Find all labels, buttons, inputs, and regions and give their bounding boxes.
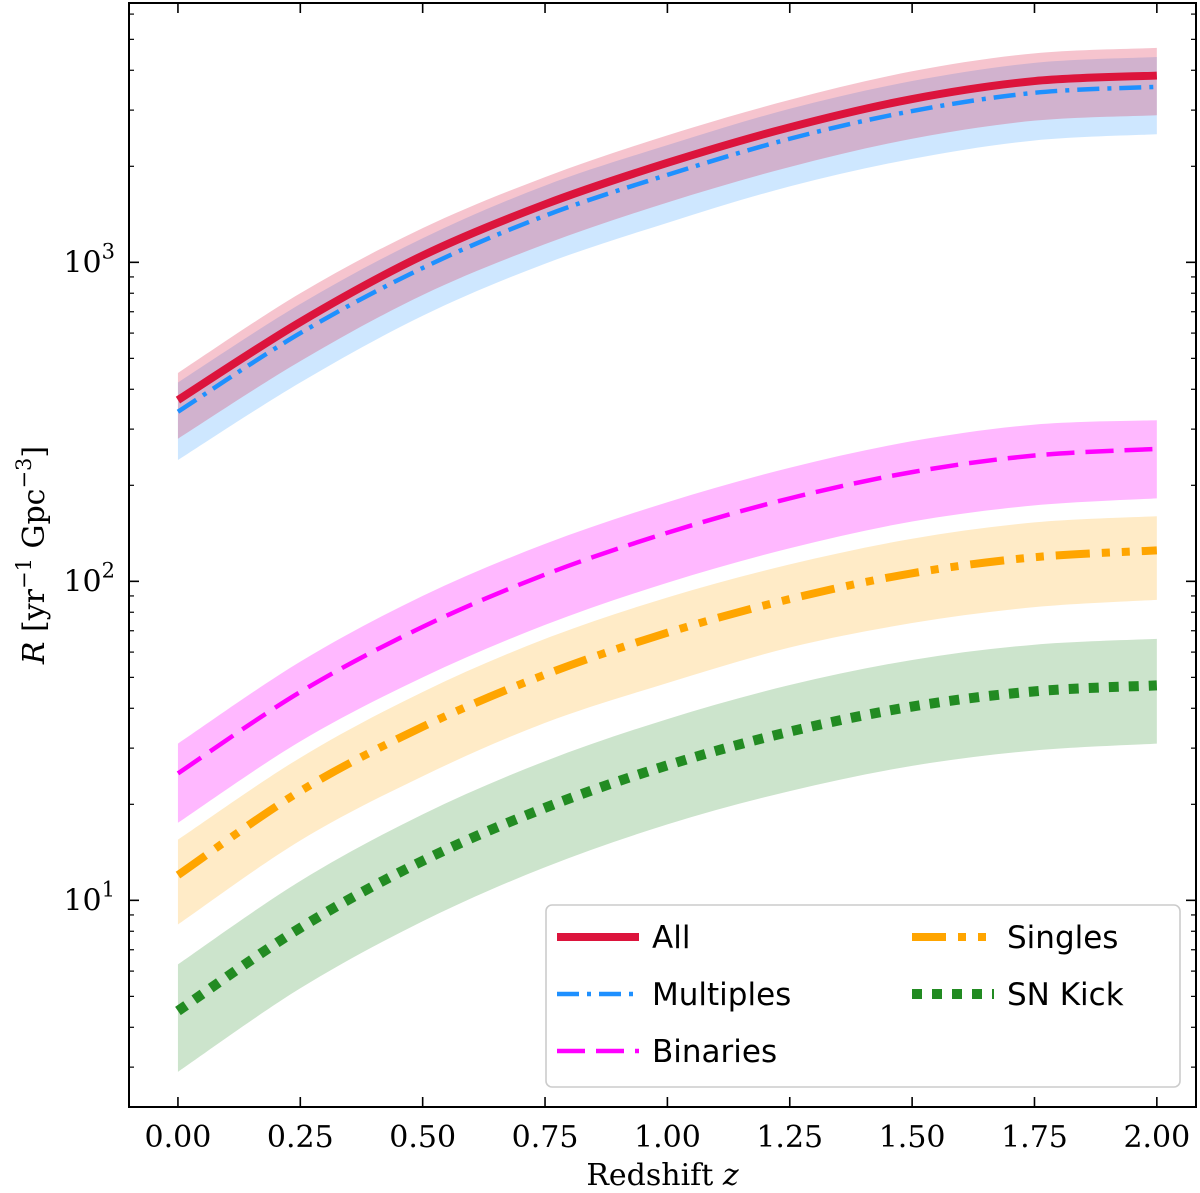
x-tick-label: 2.00: [1123, 1120, 1190, 1155]
band-sn-kick: [177, 638, 1157, 1072]
axes: 0.00 0.25 0.50 0.75 1.00 1.25 1.50 1.75 2.00 101 1…: [12, 2, 1197, 1193]
x-tick-label: 0.75: [512, 1120, 579, 1155]
plot-frame: [128, 2, 1197, 1108]
x-tick-label: 0.25: [267, 1120, 334, 1155]
x-tick-label: 1.75: [1001, 1120, 1068, 1155]
band-binaries: [177, 420, 1157, 823]
legend-label-multiples: Multiples: [652, 977, 791, 1013]
line-multiples: [176, 84, 1157, 414]
y-axis-label: R [yr−1 Gpc−3]: [12, 446, 52, 665]
line-sn-kick: [175, 680, 1158, 1016]
line-singles: [175, 546, 1158, 879]
band-singles: [177, 516, 1157, 925]
legend-label-sn-kick: SN Kick: [1007, 977, 1124, 1013]
line-all: [175, 71, 1158, 404]
legend-label-all: All: [652, 920, 690, 956]
x-tick-label: 0.00: [145, 1120, 212, 1155]
series-lines: [175, 71, 1158, 1016]
y-tick-label: 103: [63, 239, 115, 280]
band-all: [177, 47, 1157, 439]
x-tick-label: 1.00: [634, 1120, 701, 1155]
confidence-bands: [177, 47, 1157, 1072]
band-multiples: [177, 57, 1157, 461]
x-axis-label: Redshift z: [586, 1158, 739, 1193]
x-tick-label: 1.50: [879, 1120, 946, 1155]
legend-label-singles: Singles: [1007, 920, 1118, 956]
y-tick-label: 101: [63, 877, 115, 918]
line-binaries: [176, 446, 1157, 776]
x-tick-label: 1.25: [756, 1120, 823, 1155]
y-tick-label: 102: [63, 558, 115, 599]
legend-label-binaries: Binaries: [652, 1034, 777, 1070]
legend-frame: [545, 904, 1181, 1088]
x-tick-label: 0.50: [389, 1120, 456, 1155]
legend: All Multiples Binaries Singles SN Kick: [545, 904, 1181, 1088]
